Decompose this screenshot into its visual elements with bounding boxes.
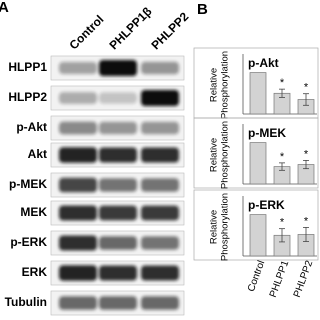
chart-title: p-ERK [248, 198, 285, 212]
band [141, 178, 179, 192]
band [141, 121, 179, 135]
band [99, 236, 137, 250]
x-tick-label: PHLPP2 [292, 259, 316, 299]
row-label: HLPP2 [8, 90, 47, 104]
row-label: ERK [22, 265, 48, 279]
chart-title: p-MEK [248, 126, 286, 140]
chart-frame [193, 189, 319, 261]
band [99, 92, 137, 104]
row-label: p-ERK [10, 235, 47, 249]
bar [249, 72, 267, 115]
y-axis-label: Relative [209, 138, 220, 172]
significance-mark: * [304, 148, 309, 160]
lane-label: PHLPP2 [148, 9, 191, 52]
band [99, 205, 137, 221]
band [141, 236, 179, 250]
row-label: Tubulin [5, 295, 47, 309]
band [99, 265, 137, 281]
panel-label: B [197, 1, 208, 18]
band [141, 147, 179, 163]
band [141, 90, 179, 106]
band [141, 265, 179, 281]
band [59, 235, 97, 251]
y-axis-label: Relative [209, 68, 220, 102]
x-tick-label: PHLPP1 [268, 259, 292, 299]
row-label: Akt [28, 147, 47, 161]
significance-mark: * [304, 82, 309, 94]
row-label: p-MEK [9, 177, 47, 191]
band [99, 296, 137, 310]
y-axis-label: Phosphorylation [220, 193, 231, 261]
row-label: HLPP1 [8, 60, 47, 74]
band [59, 205, 97, 221]
chart-title: p-Akt [248, 56, 279, 70]
chart-frame [193, 117, 319, 189]
band [99, 121, 137, 135]
lane-label: PHLPP1β [106, 4, 154, 52]
significance-mark: * [280, 217, 285, 229]
x-tick-label: Control [246, 259, 267, 293]
band [141, 296, 179, 310]
band [59, 61, 97, 75]
y-axis-label: Phosphorylation [220, 121, 231, 189]
band [141, 205, 179, 221]
band [99, 178, 137, 192]
y-axis-label: Phosphorylation [220, 51, 231, 119]
row-label: MEK [20, 205, 47, 219]
y-axis-label: Relative [209, 210, 220, 244]
band [59, 92, 97, 104]
band [99, 147, 137, 163]
lane-label: Control [66, 12, 106, 52]
band [99, 60, 137, 76]
significance-mark: * [304, 215, 309, 227]
significance-mark: * [280, 151, 285, 163]
band [59, 296, 97, 310]
panel-label: A [0, 0, 9, 16]
significance-mark: * [280, 77, 285, 89]
band [59, 121, 97, 135]
bar [249, 142, 267, 185]
band [59, 177, 97, 193]
band [59, 147, 97, 163]
bar [249, 214, 267, 257]
band [141, 61, 179, 75]
band [59, 265, 97, 281]
row-label: p-Akt [16, 120, 47, 134]
